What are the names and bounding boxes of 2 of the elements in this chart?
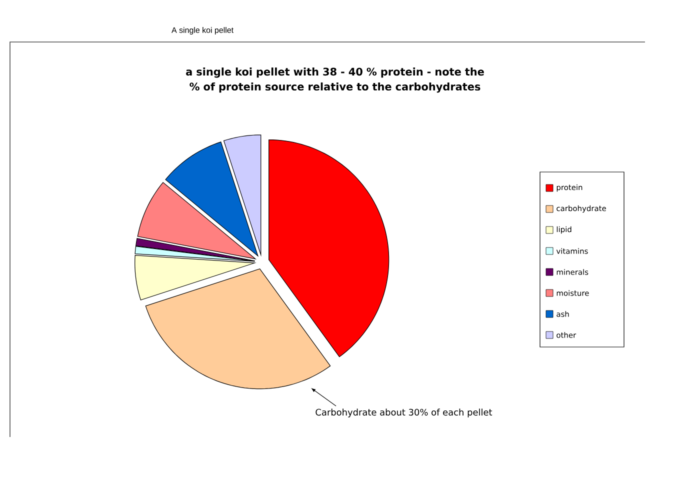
text: Carbohydrate about 30% of each pellet bbox=[316, 408, 492, 418]
chart-subtitle: a single koi pellet with 38 - 40 % protein - note the % of protein source relative to the carbohydrates bbox=[186, 68, 484, 93]
